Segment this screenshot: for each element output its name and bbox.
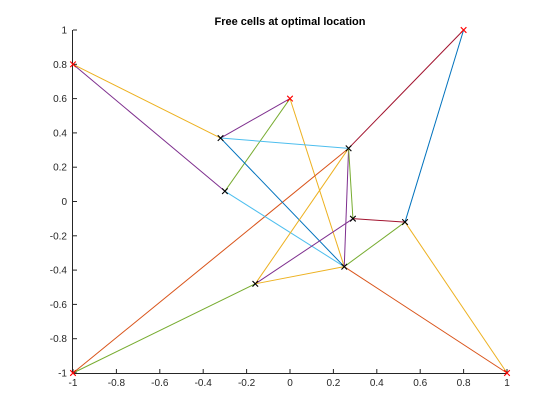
axes-layer: -1 -0.8 -0.6 -0.4 -0.2 0 0.2 0.4 0.6 0.8 1 -1 -0.8 -0… — [50, 26, 510, 390]
free-cell-marker — [252, 280, 259, 288]
fixed-cell-marker — [503, 369, 511, 377]
edge-line-14 — [343, 148, 350, 267]
x-tick-label: -0.6 — [151, 378, 169, 389]
edge-line-6 — [72, 283, 256, 374]
y-tick-label: -0.8 — [50, 334, 68, 345]
edge-line-12 — [220, 137, 345, 268]
x-tick-label: 0.4 — [370, 378, 384, 389]
fixed-cell-marker — [69, 369, 77, 377]
y-tick-label: 1 — [61, 26, 67, 37]
edge-line-11 — [220, 137, 349, 149]
x-tick-label: -0.4 — [195, 378, 213, 389]
edges-layer — [72, 29, 508, 374]
edge-line-10 — [404, 221, 508, 374]
edge-line-8 — [404, 29, 465, 223]
edge-line-17 — [352, 218, 406, 223]
markers-layer — [69, 26, 511, 377]
y-tick-label: 0 — [61, 197, 67, 208]
x-tick-label: 0.6 — [413, 378, 427, 389]
edge-line-20 — [255, 266, 345, 285]
fixed-cell-marker — [69, 61, 77, 68]
edge-line-15 — [348, 148, 354, 219]
y-tick-label: -0.6 — [50, 300, 68, 311]
free-cell-marker — [217, 134, 224, 142]
x-tick-label: -0.2 — [238, 378, 256, 389]
free-cell-marker — [221, 188, 229, 195]
edge-line-13 — [224, 190, 345, 268]
x-tick-label: 0.8 — [457, 378, 471, 389]
edge-line-19 — [343, 221, 406, 268]
edge-line-5 — [72, 147, 349, 374]
edge-line-18 — [255, 218, 354, 285]
y-tick-label: 0.6 — [53, 94, 67, 105]
fixed-cell-marker — [286, 95, 294, 102]
y-tick-label: 0.4 — [53, 128, 67, 139]
x-tick-label: 0.2 — [326, 378, 340, 389]
x-tick-label: -1 — [69, 378, 78, 389]
y-tick-label: -1 — [58, 369, 67, 380]
edge-line-2 — [289, 98, 345, 267]
edge-line-0 — [220, 98, 291, 139]
edge-line-1 — [224, 98, 291, 192]
edge-line-16 — [254, 148, 350, 285]
y-tick-label: -0.2 — [50, 231, 68, 242]
free-cell-marker — [349, 215, 357, 222]
edge-line-4 — [72, 63, 226, 192]
edge-line-7 — [348, 29, 464, 149]
edge-line-3 — [72, 63, 221, 139]
chart-title: Free cells at optimal location — [215, 16, 366, 28]
x-tick-label: 0 — [287, 378, 293, 389]
fixed-cell-marker — [460, 26, 467, 34]
y-tick-label: 0.8 — [53, 60, 67, 71]
free-cell-marker — [341, 263, 348, 270]
edge-line-9 — [343, 266, 508, 374]
free-cell-marker — [401, 218, 409, 226]
y-tick-label: -0.4 — [50, 266, 68, 277]
y-tick-label: 0.2 — [53, 163, 67, 174]
free-cell-marker — [345, 145, 352, 152]
x-tick-label: -0.8 — [108, 378, 126, 389]
x-tick-label: 1 — [504, 378, 510, 389]
